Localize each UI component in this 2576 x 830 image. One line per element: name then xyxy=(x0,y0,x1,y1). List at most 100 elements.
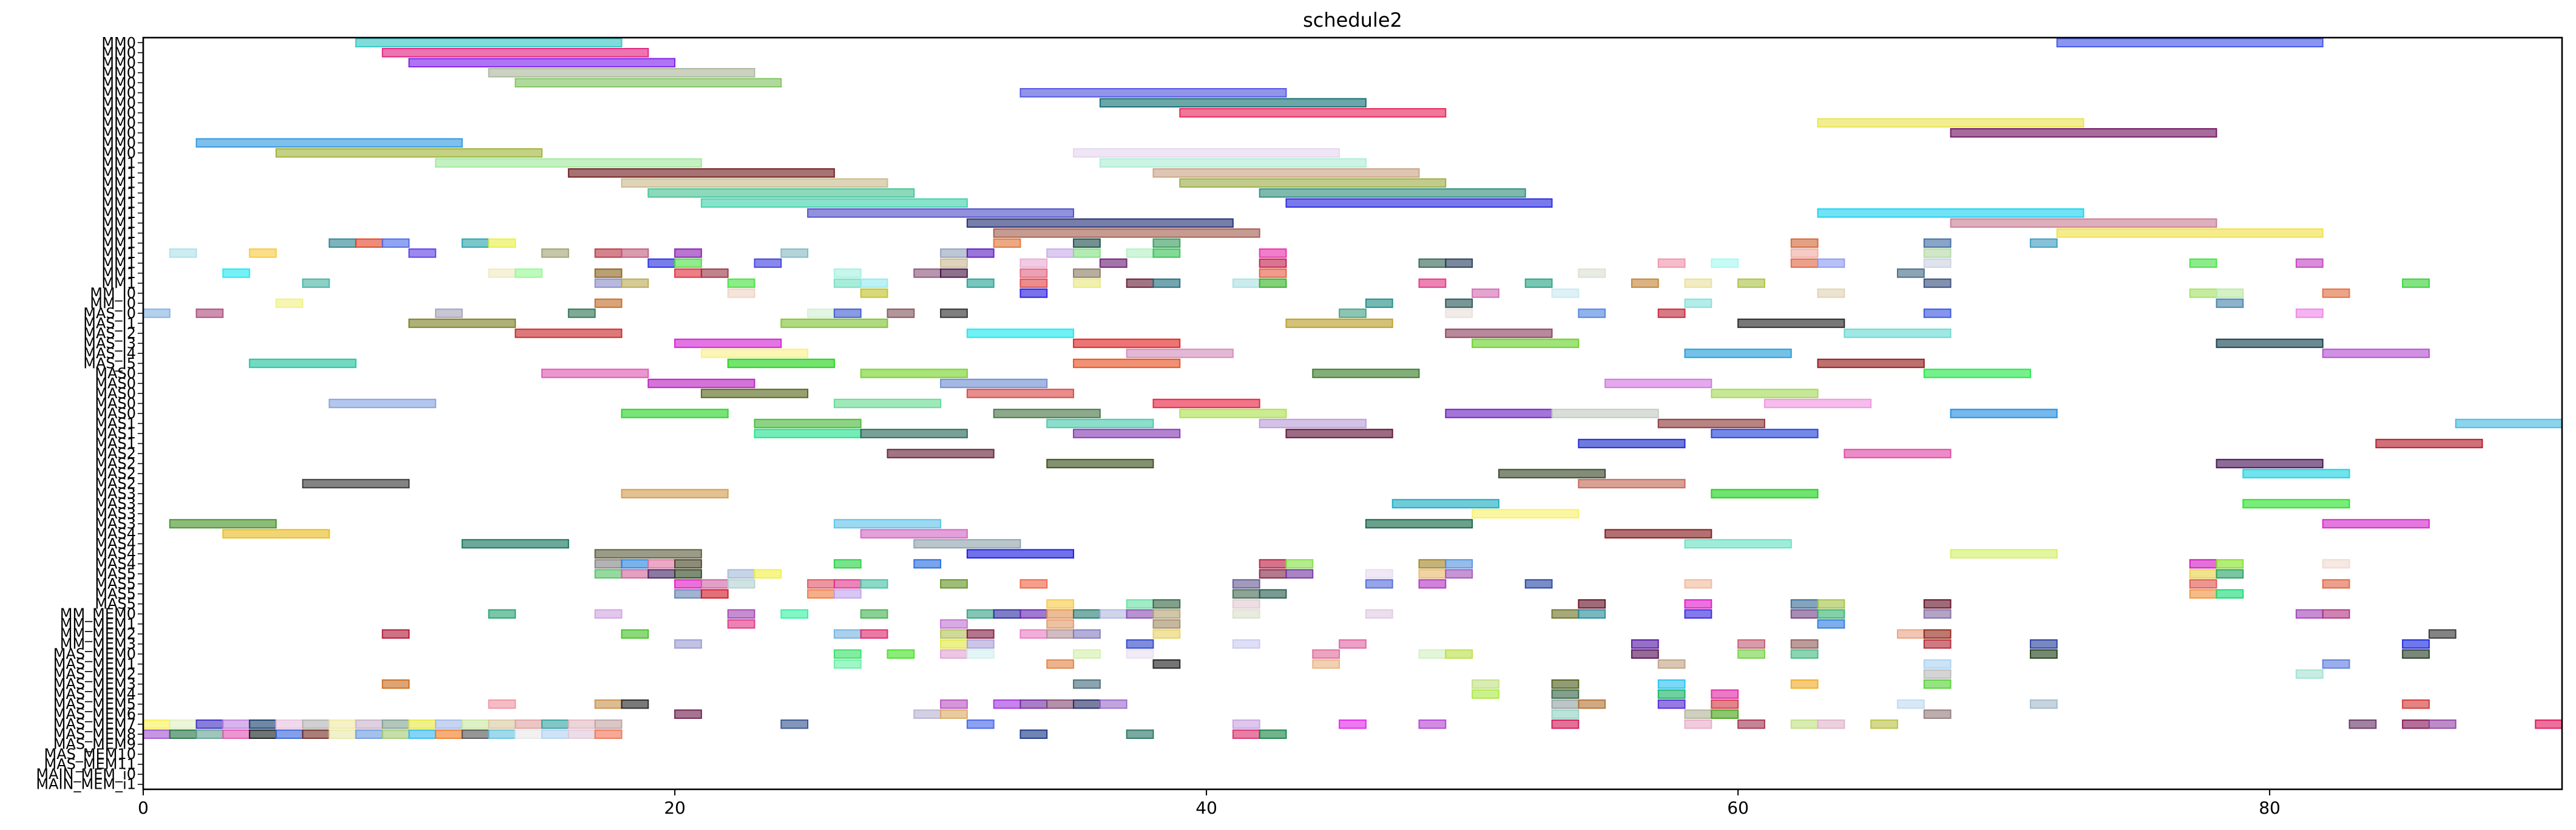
task-bar xyxy=(1339,639,1367,649)
task-bar xyxy=(1790,599,1819,609)
task-bar xyxy=(1179,409,1287,418)
y-tick-label: MAS2 xyxy=(95,475,136,492)
task-bar xyxy=(1099,158,1367,168)
task-bar xyxy=(860,429,968,438)
task-bar xyxy=(807,208,1075,218)
task-bar xyxy=(1524,579,1553,589)
task-bar xyxy=(195,138,463,148)
task-bar xyxy=(1152,398,1260,409)
task-bar xyxy=(1684,709,1712,719)
task-bar xyxy=(1019,699,1048,709)
task-bar xyxy=(1232,599,1260,609)
task-bar xyxy=(594,278,623,288)
task-bar xyxy=(1019,258,1048,268)
task-bar xyxy=(1046,659,1075,669)
task-bar xyxy=(700,579,729,589)
task-bar xyxy=(1844,449,1952,458)
task-bar xyxy=(1896,699,1925,709)
task-bar xyxy=(1923,238,1952,248)
task-bar xyxy=(1631,649,1659,659)
task-bar xyxy=(754,258,782,268)
task-bar xyxy=(1817,208,2084,218)
task-bar xyxy=(1099,258,1127,268)
task-bar xyxy=(1259,729,1287,739)
task-bar xyxy=(488,268,516,278)
task-bar xyxy=(143,308,171,318)
task-bar xyxy=(567,719,596,729)
y-tick-label: MM1 xyxy=(101,185,136,202)
task-bar xyxy=(1232,729,1260,739)
task-bar xyxy=(1684,278,1712,288)
y-tick-label: MAS3 xyxy=(95,495,136,512)
task-bar xyxy=(2216,458,2324,469)
task-bar xyxy=(621,699,649,709)
y-tick-label: MAIN_MEM_i1 xyxy=(36,776,136,793)
y-tick-label: MAS2 xyxy=(95,445,136,462)
task-bar xyxy=(382,729,410,739)
y-tick-label: MAS0 xyxy=(95,375,136,392)
task-bar xyxy=(1657,258,1686,268)
y-tick-label: MAS4 xyxy=(95,556,136,573)
task-bar xyxy=(647,188,915,198)
task-bar xyxy=(1179,178,1447,188)
task-bar xyxy=(860,629,888,639)
task-bar xyxy=(2029,699,2058,709)
task-bar xyxy=(1046,699,1075,709)
task-bar xyxy=(727,579,756,589)
task-bar xyxy=(674,639,702,649)
task-bar xyxy=(1551,409,1659,418)
task-bar xyxy=(461,719,490,729)
task-bar xyxy=(1073,679,1101,689)
task-bar xyxy=(1790,649,1819,659)
task-bar xyxy=(1445,258,1473,268)
task-bar xyxy=(1657,679,1686,689)
task-bar xyxy=(382,48,649,58)
task-bar xyxy=(2189,559,2217,569)
task-bar xyxy=(408,248,436,258)
task-bar xyxy=(169,719,197,729)
task-bar xyxy=(1657,699,1686,709)
task-bar xyxy=(1578,699,1606,709)
x-tick-label: 20 xyxy=(664,798,686,818)
task-bar xyxy=(1046,418,1154,429)
task-bar xyxy=(966,609,995,619)
task-bar xyxy=(1073,358,1181,369)
y-tick-label: MM_MEM1 xyxy=(60,616,136,633)
task-bar xyxy=(169,729,197,739)
task-bar xyxy=(434,308,463,318)
task-bar xyxy=(1179,108,1447,118)
task-bar xyxy=(1790,609,1819,619)
task-bar xyxy=(727,358,835,369)
task-bar xyxy=(1445,308,1473,318)
task-bar xyxy=(143,719,171,729)
task-bar xyxy=(488,238,516,248)
y-tick-label: MAS1 xyxy=(95,435,136,452)
task-bar xyxy=(1896,268,1925,278)
task-bar xyxy=(1790,258,1819,268)
task-bar xyxy=(1923,248,1952,258)
y-tick-label: MAS_I3 xyxy=(83,335,136,352)
task-bar xyxy=(2535,719,2563,729)
task-bar xyxy=(1578,438,1686,449)
task-bar xyxy=(1923,709,1952,719)
task-bar xyxy=(1578,268,1606,278)
task-bar xyxy=(276,729,303,739)
y-tick-label: MM1 xyxy=(101,154,136,171)
x-axis: 0 20 40 60 80 xyxy=(138,789,2280,818)
y-tick-label: MM1 xyxy=(101,174,136,191)
task-bar xyxy=(1604,378,1712,389)
task-bar xyxy=(328,719,357,729)
task-bar xyxy=(1472,338,1580,349)
task-bar xyxy=(2322,349,2430,358)
task-bar xyxy=(1073,629,1101,639)
task-bar xyxy=(1631,639,1659,649)
task-bar xyxy=(860,529,968,539)
task-bar xyxy=(1073,248,1101,258)
task-bar xyxy=(541,369,649,378)
task-bar xyxy=(2402,699,2430,709)
y-tick-label: MM_I0 xyxy=(90,294,136,311)
task-bar xyxy=(1312,369,1420,378)
task-bar xyxy=(302,719,330,729)
task-bar xyxy=(2402,278,2430,288)
task-bar xyxy=(1923,629,1952,639)
